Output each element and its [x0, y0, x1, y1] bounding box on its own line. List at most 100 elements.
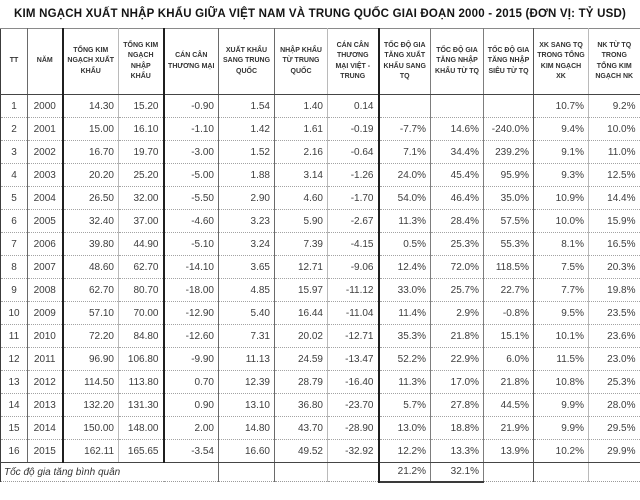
cell-xk_sang_trung_quoc: 1.52: [218, 140, 275, 164]
cell-can_can_thuong_mai: -18.00: [163, 278, 219, 302]
cell-can_can_thuong_mai: -3.00: [163, 140, 219, 164]
cell-toc_do_gia_tang_nk_tu_tq: 25.3%: [430, 232, 484, 256]
cell-tt: 2: [0, 117, 28, 141]
cell-xk_sang_tq_trong_tong_kim_ngach_xk: 9.4%: [533, 117, 589, 141]
cell-nk_tu_trung_quoc: 12.71: [274, 255, 328, 279]
cell-toc_do_gia_tang_xk_sang_tq: 33.0%: [378, 278, 431, 302]
cell-toc_do_gia_tang_nhap_sieu_tu_tq: 44.5%: [483, 393, 534, 417]
cell-toc_do_gia_tang_nk_tu_tq: 14.6%: [430, 117, 484, 141]
cell-toc_do_gia_tang_xk_sang_tq: 24.0%: [378, 163, 431, 187]
cell-nk_tu_trung_quoc: 15.97: [274, 278, 328, 302]
cell-nam: 2004: [27, 186, 64, 210]
cell-xk_sang_trung_quoc: 3.24: [218, 232, 275, 256]
cell-toc_do_gia_tang_nk_tu_tq: 22.9%: [430, 347, 484, 371]
cell-toc_do_gia_tang_xk_sang_tq: 0.5%: [378, 232, 431, 256]
table-row: 13 2012 114.50 113.80 0.70 12.39 28.79 -16.40 11…: [0, 370, 640, 394]
cell-nk_tu_trung_quoc: 5.90: [274, 209, 328, 233]
column-header-nk_tu_tq_trong_tong_kim_ngach_nk: NK TỪ TQ TRONG TỔNG KIM NGẠCH NK: [588, 28, 640, 95]
cell-xk_sang_tq_trong_tong_kim_ngach_xk: 9.5%: [533, 301, 589, 325]
cell-can_can_thuong_mai: -3.54: [163, 439, 219, 463]
cell-can_can_thuong_mai: 0.70: [163, 370, 219, 394]
cell-can_can_thuong_mai: -4.60: [163, 209, 219, 233]
cell-nam: 2011: [27, 347, 64, 371]
table-row: 16 2015 162.11 165.65 -3.54 16.60 49.52 -32.92 1…: [0, 439, 640, 463]
cell-tong_kim_ngach_nk: 25.20: [118, 163, 165, 187]
cell-xk_sang_trung_quoc: 1.54: [218, 94, 275, 118]
cell-tong_kim_ngach_nk: 15.20: [118, 94, 165, 118]
cell-xk_sang_trung_quoc: 5.40: [218, 301, 275, 325]
cell-nam: 2005: [27, 209, 64, 233]
cell-toc_do_gia_tang_xk_sang_tq: 11.3%: [378, 370, 431, 394]
cell-tt: 14: [0, 393, 28, 417]
cell-toc_do_gia_tang_nhap_sieu_tu_tq: 15.1%: [483, 324, 534, 348]
cell-xk_sang_trung_quoc: 2.90: [218, 186, 275, 210]
cell-can_can_thuong_mai: -5.10: [163, 232, 219, 256]
cell-xk_sang_tq_trong_tong_kim_ngach_xk: 7.5%: [533, 255, 589, 279]
cell-nk_tu_trung_quoc: 24.59: [274, 347, 328, 371]
cell-toc_do_gia_tang_nk_tu_tq: 45.4%: [430, 163, 484, 187]
cell-toc_do_gia_tang_nhap_sieu_tu_tq: 118.5%: [483, 255, 534, 279]
cell-nk_tu_trung_quoc: 1.40: [274, 94, 328, 118]
column-header-tong_kim_ngach_nk: TỔNG KIM NGẠCH NHẬP KHẨU: [118, 28, 165, 95]
table-row: 10 2009 57.10 70.00 -12.90 5.40 16.44 -11.04 11.…: [0, 301, 640, 325]
cell-can_can_viet_trung: -32.92: [327, 439, 380, 463]
table-row: 3 2002 16.70 19.70 -3.00 1.52 2.16 -0.64 7.1% 34.…: [0, 140, 640, 164]
cell-tt: 1: [0, 94, 28, 118]
table-row: 2 2001 15.00 16.10 -1.10 1.42 1.61 -0.19 -7.7% 14…: [0, 117, 640, 141]
cell-toc_do_gia_tang_nhap_sieu_tu_tq: 21.9%: [483, 416, 534, 440]
cell-tong_kim_ngach_xk: 162.11: [62, 439, 119, 463]
cell-toc_do_gia_tang_xk_sang_tq: 12.2%: [378, 439, 431, 463]
cell-nk_tu_tq_trong_tong_kim_ngach_nk: 11.0%: [588, 140, 640, 164]
cell-nk_tu_trung_quoc: 1.61: [274, 117, 328, 141]
cell-toc_do_gia_tang_nhap_sieu_tu_tq: -240.0%: [483, 117, 534, 141]
header-row: TT NĂM TỔNG KIM NGẠCH XUẤT KHẨU TỔNG KIM NG…: [0, 28, 640, 95]
cell-toc_do_gia_tang_nhap_sieu_tu_tq: 13.9%: [483, 439, 534, 463]
cell-tong_kim_ngach_nk: 16.10: [118, 117, 165, 141]
cell-nk_tu_trung_quoc: 3.14: [274, 163, 328, 187]
cell-tong_kim_ngach_xk: 48.60: [62, 255, 119, 279]
cell-nk_tu_tq_trong_tong_kim_ngach_nk: 15.9%: [588, 209, 640, 233]
cell-xk_sang_tq_trong_tong_kim_ngach_xk: 10.0%: [533, 209, 589, 233]
column-header-nk_tu_trung_quoc: NHẬP KHẨU TỪ TRUNG QUỐC: [274, 28, 328, 95]
cell-xk_sang_tq_trong_tong_kim_ngach_xk: 9.9%: [533, 393, 589, 417]
cell-tt: 15: [0, 416, 28, 440]
cell-tong_kim_ngach_xk: 32.40: [62, 209, 119, 233]
cell-can_can_viet_trung: -13.47: [327, 347, 380, 371]
cell-xk_sang_trung_quoc: 4.85: [218, 278, 275, 302]
cell-tt: 10: [0, 301, 28, 325]
cell-nam: 2007: [27, 255, 64, 279]
table-row: 7 2006 39.80 44.90 -5.10 3.24 7.39 -4.15 0.5% 25.…: [0, 232, 640, 256]
cell-xk_sang_trung_quoc: 12.39: [218, 370, 275, 394]
cell-xk_sang_tq_trong_tong_kim_ngach_xk: 9.9%: [533, 416, 589, 440]
cell-nk_tu_trung_quoc: 49.52: [274, 439, 328, 463]
cell-xk_sang_trung_quoc: 1.88: [218, 163, 275, 187]
cell-nam: 2001: [27, 117, 64, 141]
cell-nk_tu_trung_quoc: 7.39: [274, 232, 328, 256]
cell-toc_do_gia_tang_nk_tu_tq: 72.0%: [430, 255, 484, 279]
footer-empty-cell: [588, 462, 640, 482]
cell-nk_tu_trung_quoc: 20.02: [274, 324, 328, 348]
cell-xk_sang_tq_trong_tong_kim_ngach_xk: 9.3%: [533, 163, 589, 187]
column-header-xk_sang_trung_quoc: XUẤT KHẨU SANG TRUNG QUỐC: [218, 28, 275, 95]
cell-toc_do_gia_tang_xk_sang_tq: 52.2%: [378, 347, 431, 371]
cell-tong_kim_ngach_nk: 19.70: [118, 140, 165, 164]
cell-toc_do_gia_tang_xk_sang_tq: -7.7%: [378, 117, 431, 141]
footer-empty-cell: [218, 462, 275, 482]
table-row: 12 2011 96.90 106.80 -9.90 11.13 24.59 -13.47 52…: [0, 347, 640, 371]
footer-empty-cell: [327, 462, 380, 482]
cell-can_can_thuong_mai: -12.90: [163, 301, 219, 325]
cell-tong_kim_ngach_xk: 96.90: [62, 347, 119, 371]
vietnam-china-trade-table: TT NĂM TỔNG KIM NGẠCH XUẤT KHẨU TỔNG KIM NG…: [0, 28, 640, 483]
column-header-toc_do_gia_tang_nk_tu_tq: TỐC ĐỘ GIA TĂNG NHẬP KHẨU TỪ TQ: [430, 28, 484, 95]
cell-can_can_viet_trung: -16.40: [327, 370, 380, 394]
cell-can_can_viet_trung: -11.12: [327, 278, 380, 302]
cell-tong_kim_ngach_nk: 106.80: [118, 347, 165, 371]
cell-can_can_viet_trung: -1.70: [327, 186, 380, 210]
cell-nk_tu_tq_trong_tong_kim_ngach_nk: 29.5%: [588, 416, 640, 440]
cell-toc_do_gia_tang_nk_tu_tq: 18.8%: [430, 416, 484, 440]
cell-can_can_thuong_mai: 2.00: [163, 416, 219, 440]
cell-toc_do_gia_tang_nk_tu_tq: 34.4%: [430, 140, 484, 164]
cell-xk_sang_trung_quoc: 1.42: [218, 117, 275, 141]
cell-toc_do_gia_tang_xk_sang_tq: 7.1%: [378, 140, 431, 164]
table-footer: Tốc độ gia tăng bình quân 21.2% 32.1%: [0, 462, 640, 483]
